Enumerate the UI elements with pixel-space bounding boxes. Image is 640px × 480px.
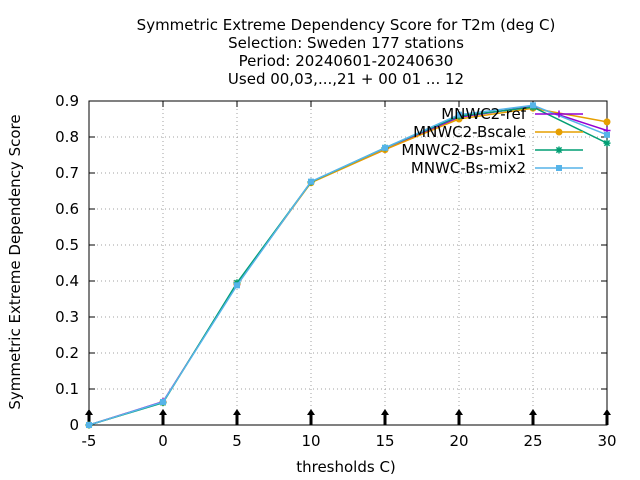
y-tick-label: 0.6 [55,200,79,218]
y-tick-label: 0.2 [55,344,79,362]
y-tick-label: 0.5 [55,236,79,254]
baseline-marker-head [603,409,611,415]
x-axis-label: thresholds C) [296,458,396,476]
y-tick-label: 0.4 [55,272,79,290]
legend-entry-4: MNWC-Bs-mix2 [411,159,583,177]
y-axis-ticks: 0 0.1 0.2 0.3 0.4 0.5 0.6 0.7 0.8 0.9 [55,92,607,434]
y-tick-label: 0.1 [55,380,79,398]
y-tick-label: 0.9 [55,92,79,110]
data-point [160,398,166,405]
chart-title-line-2: Selection: Sweden 177 stations [228,34,464,52]
baseline-marker-head [159,409,167,415]
marker-stroke [603,139,611,147]
series-1 [85,102,611,429]
series-layer [85,102,611,429]
baseline-marker-head [455,409,463,415]
chart-title-line-1: Symmetric Extreme Dependency Score for T… [137,16,556,34]
x-axis-ticks: -5 0 5 10 15 20 25 30 [82,101,617,450]
baseline-marker-head [381,409,389,415]
baseline-marker-head [85,409,93,415]
y-tick-label: 0.3 [55,308,79,326]
legend-label: MNWC2-ref [441,105,526,123]
x-tick-label: 10 [301,432,320,450]
legend-marker [555,110,563,118]
series-line [88,104,608,426]
plot-border [88,100,608,426]
x-tick-label: 0 [158,432,168,450]
data-point [86,422,92,428]
chart-title-block: Symmetric Extreme Dependency Score for T… [137,16,556,88]
y-axis-label: Symmetric Extreme Dependency Score [6,114,24,409]
data-point [604,131,610,138]
legend-marker [555,146,563,154]
data-point [234,282,240,289]
data-point [603,139,611,147]
legend-marker [555,128,563,136]
x-tick-label: 5 [232,432,242,450]
x-tick-label: 15 [375,432,394,450]
baseline-marker-head [307,409,315,415]
data-point [308,178,314,185]
baseline-marker-head [233,409,241,415]
y-tick-label: 0 [69,416,79,434]
marker-stroke [555,146,563,154]
grid-lines [89,101,607,425]
legend-entry-1: MNWC2-ref [441,105,583,123]
legend-label: MNWC-Bs-mix2 [411,159,526,177]
series-line [88,106,608,426]
data-point [382,144,388,151]
x-tick-label: 20 [449,432,468,450]
legend-label: MNWC2-Bscale [413,123,526,141]
data-point [603,118,611,126]
data-point [456,111,462,118]
y-tick-label: 0.7 [55,164,79,182]
legend-entry-3: MNWC2-Bs-mix1 [401,141,583,159]
series-2 [85,104,611,429]
x-tick-label: 25 [523,432,542,450]
series-line [88,105,608,426]
baseline-marker-head [529,409,537,415]
y-tick-label: 0.8 [55,128,79,146]
chart-title-line-4: Used 00,03,...,21 + 00 01 ... 12 [228,70,464,88]
series-line [88,107,608,426]
legend-entry-2: MNWC2-Bscale [413,123,583,141]
chart-title-line-3: Period: 20240601-20240630 [239,52,454,70]
data-point [530,102,536,109]
series-3 [85,103,611,429]
x-tick-label: -5 [82,432,97,450]
legend-marker [556,165,562,171]
legend-label: MNWC2-Bs-mix1 [401,141,526,159]
x-tick-label: 30 [597,432,616,450]
plot-frame [88,100,608,426]
legend: MNWC2-refMNWC2-BscaleMNWC2-Bs-mix1MNWC-B… [401,105,583,177]
series-4 [86,102,610,428]
